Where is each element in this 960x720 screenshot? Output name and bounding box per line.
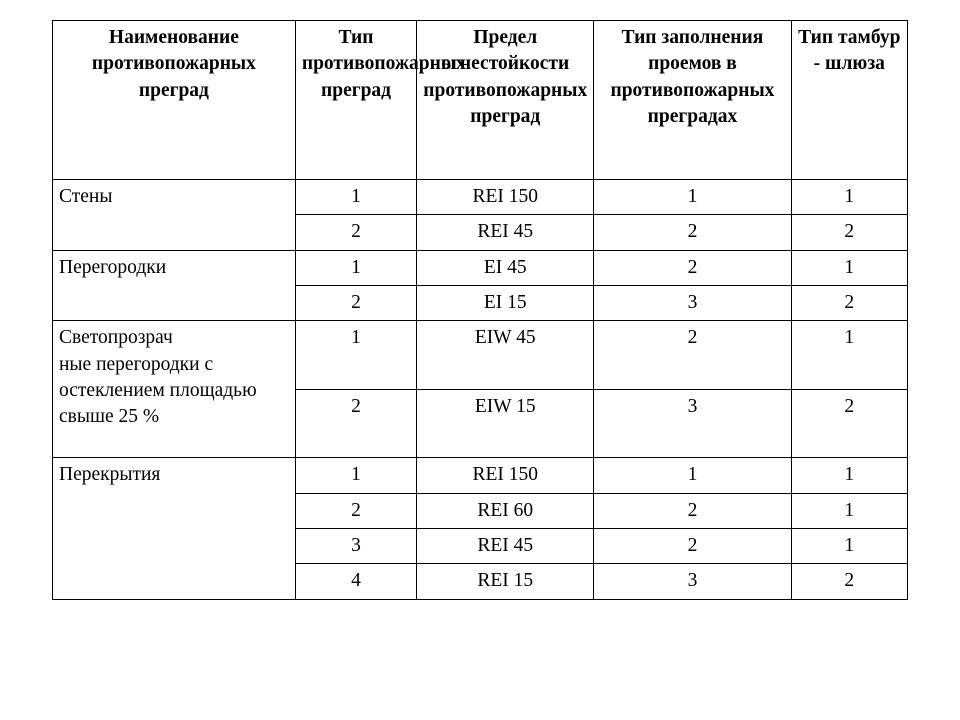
cell-tambur: 2	[791, 564, 907, 599]
cell-limit: REI 15	[417, 564, 594, 599]
col-header-limit: Предел огнестойкости противопожарных пре…	[417, 21, 594, 180]
group-name-cell: Перекрытия	[53, 458, 296, 599]
cell-limit: EI 45	[417, 250, 594, 285]
cell-tambur: 2	[791, 215, 907, 250]
cell-type: 3	[295, 528, 416, 563]
cell-limit: EIW 45	[417, 321, 594, 390]
cell-fill: 1	[594, 458, 791, 493]
cell-fill: 3	[594, 285, 791, 320]
col-header-name: Наименование противопожарных преград	[53, 21, 296, 180]
cell-limit: REI 45	[417, 528, 594, 563]
cell-type: 1	[295, 250, 416, 285]
cell-tambur: 2	[791, 389, 907, 458]
table-body: Стены1REI 150112REI 4522Перегородки1EI 4…	[53, 180, 908, 600]
cell-type: 2	[295, 389, 416, 458]
cell-limit: REI 150	[417, 458, 594, 493]
table-header-row: Наименование противопожарных преград Тип…	[53, 21, 908, 180]
cell-tambur: 1	[791, 493, 907, 528]
cell-type: 2	[295, 215, 416, 250]
cell-type: 4	[295, 564, 416, 599]
cell-tambur: 1	[791, 321, 907, 390]
cell-limit: REI 60	[417, 493, 594, 528]
cell-type: 2	[295, 493, 416, 528]
col-header-fill: Тип заполнения проемов в противопожарных…	[594, 21, 791, 180]
table-row: Перегородки1EI 4521	[53, 250, 908, 285]
cell-tambur: 2	[791, 285, 907, 320]
cell-fill: 2	[594, 215, 791, 250]
table-row: Стены1REI 15011	[53, 180, 908, 215]
cell-fill: 3	[594, 564, 791, 599]
cell-type: 1	[295, 180, 416, 215]
group-name-cell: Стены	[53, 180, 296, 251]
col-header-type: Тип противопожарных преград	[295, 21, 416, 180]
cell-limit: EI 15	[417, 285, 594, 320]
cell-type: 1	[295, 321, 416, 390]
cell-fill: 3	[594, 389, 791, 458]
cell-limit: REI 150	[417, 180, 594, 215]
cell-limit: EIW 15	[417, 389, 594, 458]
table-row: Светопрозрачные перегородки с остекление…	[53, 321, 908, 390]
cell-fill: 2	[594, 250, 791, 285]
cell-tambur: 1	[791, 180, 907, 215]
col-header-tambur: Тип тамбур - шлюза	[791, 21, 907, 180]
table-row: Перекрытия1REI 15011	[53, 458, 908, 493]
cell-fill: 2	[594, 493, 791, 528]
cell-tambur: 1	[791, 528, 907, 563]
cell-fill: 2	[594, 321, 791, 390]
fire-barriers-table: Наименование противопожарных преград Тип…	[52, 20, 908, 600]
cell-limit: REI 45	[417, 215, 594, 250]
cell-type: 2	[295, 285, 416, 320]
cell-type: 1	[295, 458, 416, 493]
group-name-cell: Перегородки	[53, 250, 296, 321]
cell-fill: 2	[594, 528, 791, 563]
cell-tambur: 1	[791, 250, 907, 285]
cell-fill: 1	[594, 180, 791, 215]
cell-tambur: 1	[791, 458, 907, 493]
group-name-cell: Светопрозрачные перегородки с остекление…	[53, 321, 296, 458]
